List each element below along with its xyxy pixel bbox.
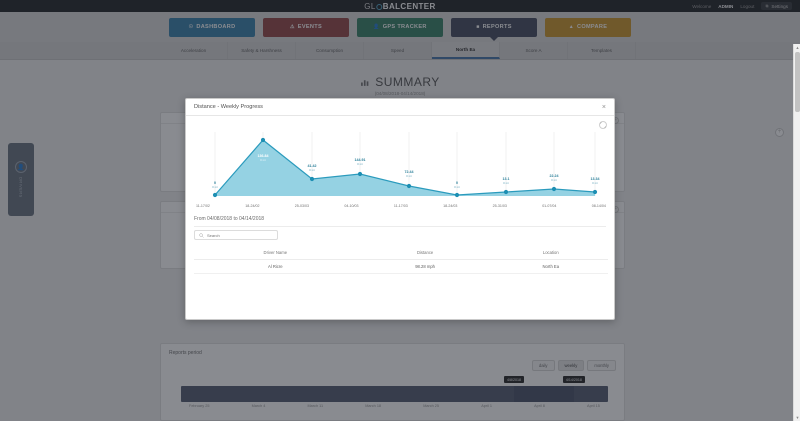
column-distance[interactable]: Distance	[356, 246, 494, 260]
distance-line-chart: 0 0 mi 136.84 0 mi 41.42 0 mi 144.91 0 m…	[192, 132, 610, 204]
x-tick: 18-24/03	[443, 204, 458, 208]
modal-body: 0 0 mi 136.84 0 mi 41.42 0 mi 144.91 0 m…	[186, 116, 614, 319]
distance-table: Driver Name Distance Location Al Ricre 9…	[194, 246, 608, 274]
x-tick: 25-03/03	[294, 204, 309, 208]
table-body: Al Ricre 98.28 mph North Ea	[194, 259, 608, 274]
cell-distance: 98.28 mph	[356, 259, 494, 274]
column-driver-name[interactable]: Driver Name	[194, 246, 357, 260]
chart-area-fill	[215, 140, 595, 196]
scroll-up-arrow[interactable]: ▲	[795, 45, 800, 50]
scroll-down-arrow[interactable]: ▼	[795, 415, 800, 420]
distance-weekly-progress-modal: Distance - Weekly Progress ×	[185, 98, 615, 320]
modal-title: Distance - Weekly Progress	[194, 104, 263, 110]
column-location[interactable]: Location	[493, 246, 608, 260]
divider	[194, 226, 606, 227]
search-box[interactable]	[194, 230, 278, 240]
table-row[interactable]: Al Ricre 98.28 mph North Ea	[194, 259, 608, 274]
chart-svg	[212, 132, 598, 198]
date-range-text: From 04/08/2018 to 04/14/2018	[194, 216, 265, 222]
table-head: Driver Name Distance Location	[194, 246, 608, 260]
expand-arrows-icon	[600, 122, 606, 128]
x-tick: 18-24/02	[245, 204, 260, 208]
x-tick: 04-10/03	[344, 204, 359, 208]
scroll-thumb[interactable]	[795, 52, 800, 112]
x-tick: 25-31/03	[492, 204, 507, 208]
modal-header: Distance - Weekly Progress ×	[186, 99, 614, 116]
x-tick: 11-17/03	[393, 204, 408, 208]
chart-points	[212, 137, 598, 198]
chart-x-axis-labels: 11-17/02 18-24/02 25-03/03 04-10/03 11-1…	[192, 204, 610, 208]
search-input[interactable]	[207, 232, 273, 238]
x-tick: 11-17/02	[196, 204, 210, 208]
page-scrollbar[interactable]: ▲ ▼	[793, 44, 800, 421]
table-header-row: Driver Name Distance Location	[194, 246, 608, 260]
cell-location: North Ea	[493, 259, 608, 274]
cell-driver-name: Al Ricre	[194, 259, 357, 274]
expand-icon[interactable]	[599, 121, 607, 129]
x-tick: 08-14/04	[591, 204, 606, 208]
search-icon	[199, 232, 204, 238]
close-icon[interactable]: ×	[601, 103, 606, 111]
x-tick: 01-07/04	[542, 204, 557, 208]
